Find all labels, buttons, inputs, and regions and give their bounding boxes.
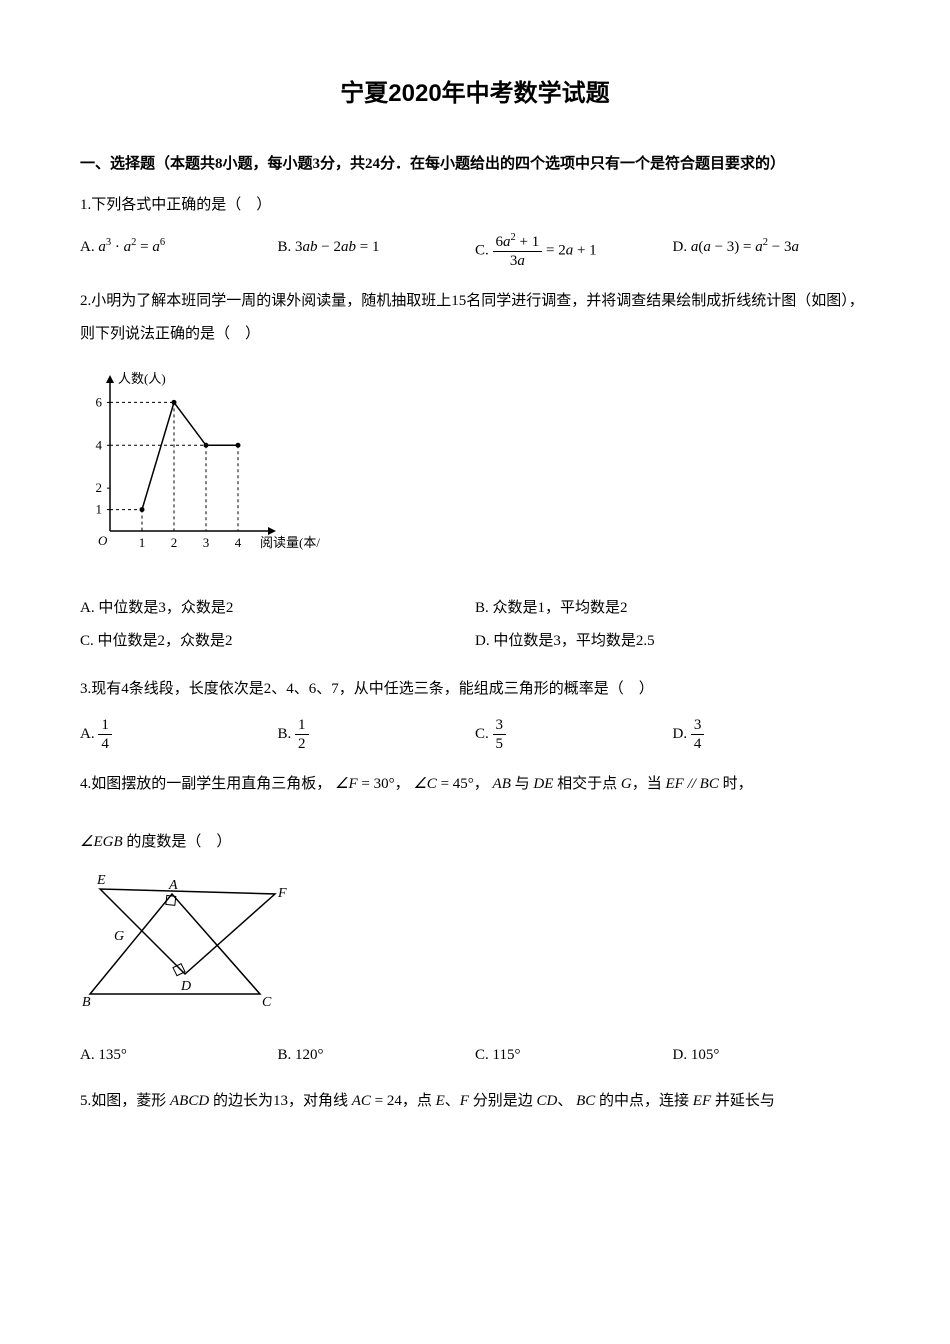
math-expr: 3ab − 2ab = 1 bbox=[295, 239, 379, 255]
svg-text:阅读量(本/周): 阅读量(本/周) bbox=[260, 535, 320, 550]
opt-label: A. bbox=[80, 726, 95, 742]
opt-label: A. bbox=[80, 239, 95, 255]
math-expr: BC bbox=[576, 1093, 595, 1109]
q3-optD: D. 34 bbox=[673, 716, 871, 753]
svg-text:2: 2 bbox=[171, 535, 178, 550]
svg-text:3: 3 bbox=[203, 535, 210, 550]
math-expr: F bbox=[460, 1093, 469, 1109]
fraction: 34 bbox=[691, 716, 705, 753]
text-part: 分别是边 bbox=[473, 1093, 533, 1109]
math-expr: ABCD bbox=[170, 1093, 209, 1109]
svg-text:4: 4 bbox=[235, 535, 242, 550]
q1-optA: A. a3 · a2 = a6 bbox=[80, 232, 278, 270]
math-expr: AC bbox=[352, 1093, 371, 1109]
q1-optC: C. 6a2 + 1 3a = 2a + 1 bbox=[475, 232, 673, 270]
question-4: 4.如图摆放的一副学生用直角三角板， ∠F = 30°， ∠C = 45°， A… bbox=[80, 768, 870, 1070]
q5-text: 5.如图，菱形 ABCD 的边长为13，对角线 AC = 24，点 E、F 分别… bbox=[80, 1085, 870, 1118]
svg-text:1: 1 bbox=[96, 502, 103, 517]
text-part: ，当 bbox=[632, 776, 662, 792]
math-expr: EF bbox=[693, 1093, 711, 1109]
math-expr: ∠F bbox=[335, 776, 358, 792]
q2-options: A. 中位数是3，众数是2 B. 众数是1，平均数是2 C. 中位数是2，众数是… bbox=[80, 592, 870, 658]
q3-optA: A. 14 bbox=[80, 716, 278, 753]
opt-label: D. bbox=[673, 239, 688, 255]
math-expr: CD bbox=[536, 1093, 557, 1109]
question-1: 1.下列各式中正确的是（ ） A. a3 · a2 = a6 B. 3ab − … bbox=[80, 189, 870, 270]
svg-text:G: G bbox=[114, 929, 124, 944]
q3-text: 3.现有4条线段，长度依次是2、4、6、7，从中任选三条，能组成三角形的概率是（… bbox=[80, 673, 870, 706]
svg-text:B: B bbox=[82, 995, 91, 1009]
q4-options: A. 135° B. 120° C. 115° D. 105° bbox=[80, 1040, 870, 1070]
svg-text:O: O bbox=[98, 533, 108, 548]
q1-optB: B. 3ab − 2ab = 1 bbox=[278, 232, 476, 270]
question-3: 3.现有4条线段，长度依次是2、4、6、7，从中任选三条，能组成三角形的概率是（… bbox=[80, 673, 870, 753]
q4-text-line2: ∠EGB 的度数是（ ） bbox=[80, 826, 870, 859]
math-expr: a bbox=[691, 239, 699, 255]
fraction: 6a2 + 1 3a bbox=[493, 232, 543, 270]
fraction: 12 bbox=[295, 716, 309, 753]
text-part: 的度数是（ ） bbox=[126, 834, 231, 850]
text-part: 的中点，连接 bbox=[599, 1093, 689, 1109]
q4-optB: B. 120° bbox=[278, 1040, 476, 1070]
text-part: 并延长与 bbox=[715, 1093, 775, 1109]
opt-label: B. bbox=[278, 726, 292, 742]
section-header: 一、选择题（本题共8小题，每小题3分，共24分．在每小题给出的四个选项中只有一个… bbox=[80, 148, 870, 181]
q4-optD: D. 105° bbox=[673, 1040, 871, 1070]
svg-text:6: 6 bbox=[96, 394, 103, 409]
math-expr: E bbox=[436, 1093, 445, 1109]
svg-text:F: F bbox=[277, 886, 287, 901]
q2-optD: D. 中位数是3，平均数是2.5 bbox=[475, 625, 870, 658]
q2-text: 2.小明为了解本班同学一周的课外阅读量，随机抽取班上15名同学进行调查，并将调查… bbox=[80, 285, 870, 351]
math-expr: = 2a + 1 bbox=[546, 242, 597, 258]
q2-optA: A. 中位数是3，众数是2 bbox=[80, 592, 475, 625]
text-part: 与 bbox=[515, 776, 530, 792]
opt-label: C. bbox=[475, 726, 489, 742]
math-expr: ∠C bbox=[413, 776, 436, 792]
opt-label: B. bbox=[278, 239, 292, 255]
text-part: 4.如图摆放的一副学生用直角三角板， bbox=[80, 776, 331, 792]
svg-text:2: 2 bbox=[96, 480, 103, 495]
q1-text: 1.下列各式中正确的是（ ） bbox=[80, 189, 870, 222]
svg-text:E: E bbox=[96, 873, 106, 888]
q4-optC: C. 115° bbox=[475, 1040, 673, 1070]
text-part: 、 bbox=[557, 1093, 572, 1109]
math-expr: AB bbox=[493, 776, 511, 792]
q2-optC: C. 中位数是2，众数是2 bbox=[80, 625, 475, 658]
q2-optB: B. 众数是1，平均数是2 bbox=[475, 592, 870, 625]
fraction: 14 bbox=[98, 716, 112, 753]
math-expr: ∠EGB bbox=[80, 834, 123, 850]
q2-chart: 1 2 4 6 1 2 3 4 O 人数(人) 阅读量(本/周) bbox=[80, 361, 870, 572]
q3-optB: B. 12 bbox=[278, 716, 476, 753]
math-expr: G bbox=[621, 776, 632, 792]
q1-optD: D. a(a − 3) = a2 − 3a bbox=[673, 232, 871, 270]
opt-label: C. bbox=[475, 242, 489, 258]
question-2: 2.小明为了解本班同学一周的课外阅读量，随机抽取班上15名同学进行调查，并将调查… bbox=[80, 285, 870, 658]
svg-text:D: D bbox=[180, 979, 191, 994]
q4-text: 4.如图摆放的一副学生用直角三角板， ∠F = 30°， ∠C = 45°， A… bbox=[80, 768, 870, 801]
text-part: 相交于点 bbox=[557, 776, 617, 792]
text-part: 时， bbox=[723, 776, 753, 792]
q4-optA: A. 135° bbox=[80, 1040, 278, 1070]
math-expr: EF // BC bbox=[666, 776, 719, 792]
text-part: 、 bbox=[445, 1093, 460, 1109]
text-part: ， bbox=[474, 776, 489, 792]
svg-text:人数(人): 人数(人) bbox=[118, 371, 166, 386]
page-title: 宁夏2020年中考数学试题 bbox=[80, 70, 870, 118]
math-expr: a bbox=[98, 239, 106, 255]
q4-diagram: E F A G D B C bbox=[80, 869, 870, 1020]
question-5: 5.如图，菱形 ABCD 的边长为13，对角线 AC = 24，点 E、F 分别… bbox=[80, 1085, 870, 1118]
fraction: 35 bbox=[493, 716, 507, 753]
q1-options: A. a3 · a2 = a6 B. 3ab − 2ab = 1 C. 6a2 … bbox=[80, 232, 870, 270]
q3-options: A. 14 B. 12 C. 35 D. 34 bbox=[80, 716, 870, 753]
svg-text:1: 1 bbox=[139, 535, 146, 550]
text-part: 的边长为13，对角线 bbox=[213, 1093, 348, 1109]
svg-text:4: 4 bbox=[96, 437, 103, 452]
text-part: ，点 bbox=[402, 1093, 432, 1109]
math-expr: DE bbox=[533, 776, 553, 792]
svg-text:A: A bbox=[168, 878, 178, 893]
q3-optC: C. 35 bbox=[475, 716, 673, 753]
svg-text:C: C bbox=[262, 995, 272, 1009]
opt-label: D. bbox=[673, 726, 688, 742]
text-part: 5.如图，菱形 bbox=[80, 1093, 166, 1109]
